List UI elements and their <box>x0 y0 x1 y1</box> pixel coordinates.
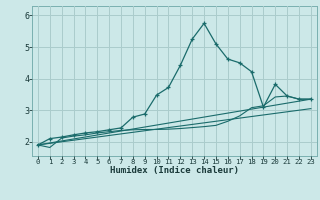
X-axis label: Humidex (Indice chaleur): Humidex (Indice chaleur) <box>110 166 239 175</box>
